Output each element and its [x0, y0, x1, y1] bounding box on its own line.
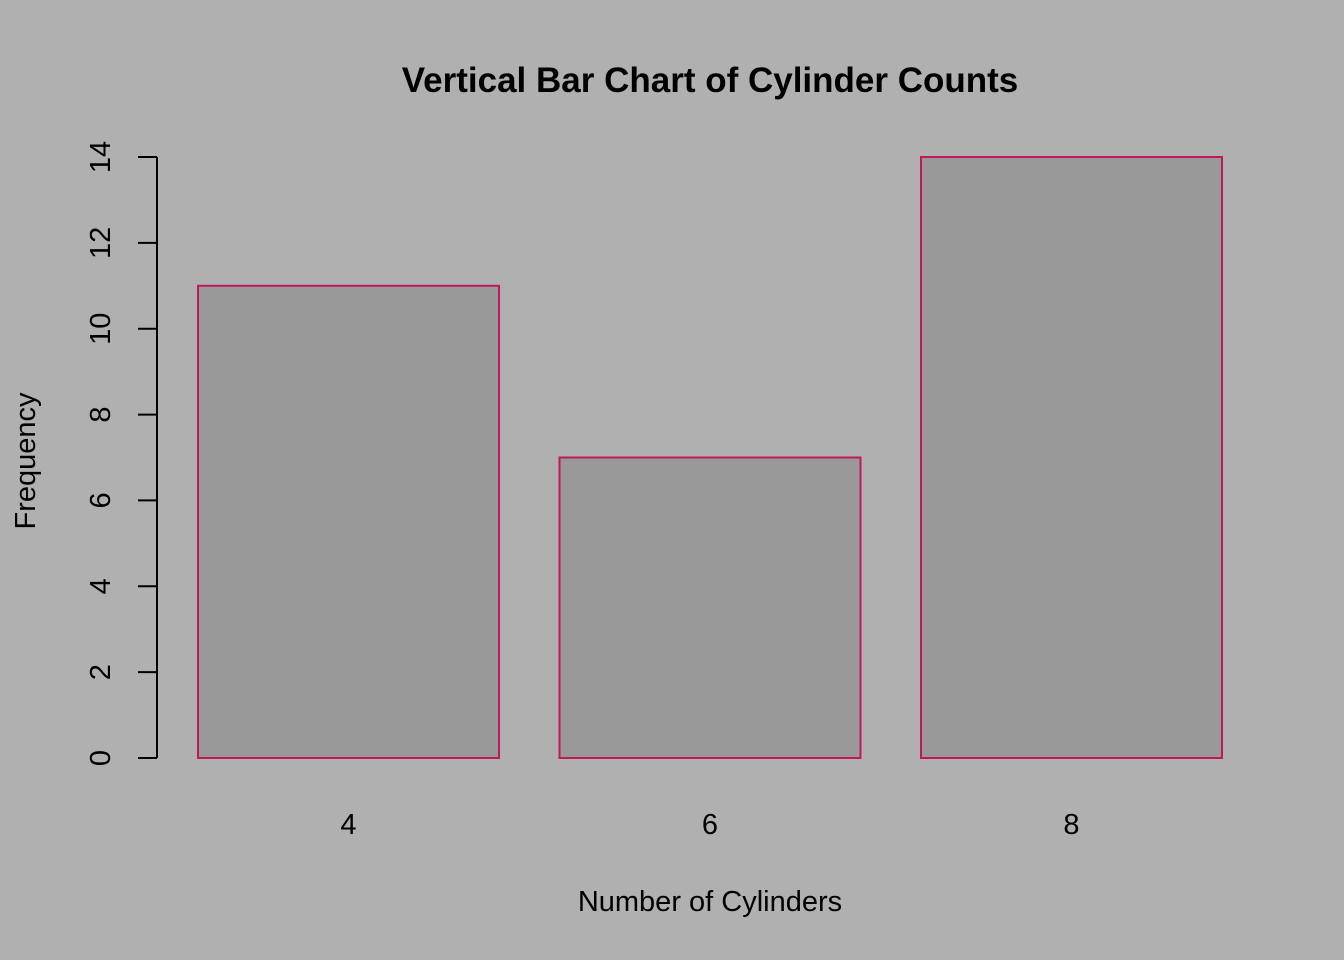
- bar-6: [558, 456, 862, 759]
- y-tick-label-12: 12: [85, 227, 117, 259]
- x-tick-label-4: 4: [340, 809, 356, 841]
- x-tick-label-6: 6: [702, 809, 718, 841]
- y-tick-label-10: 10: [85, 313, 117, 345]
- bar-4: [197, 284, 500, 759]
- y-axis: 0 2 4 6 8 10 12 14: [85, 141, 158, 766]
- y-tick-label-8: 8: [85, 407, 117, 423]
- bar-8: [920, 156, 1223, 759]
- y-axis-label: Frequency: [10, 392, 42, 530]
- bars-group: [197, 156, 1223, 759]
- y-tick-label-6: 6: [85, 492, 117, 508]
- y-tick-label-2: 2: [85, 664, 117, 680]
- x-axis-label: Number of Cylinders: [578, 886, 842, 918]
- y-tick-label-4: 4: [85, 578, 117, 594]
- x-tick-labels: 4 6 8: [340, 809, 1079, 841]
- y-tick-label-14: 14: [85, 141, 117, 173]
- chart-title: Vertical Bar Chart of Cylinder Counts: [402, 61, 1019, 100]
- x-tick-label-8: 8: [1063, 809, 1079, 841]
- y-tick-label-0: 0: [85, 750, 117, 766]
